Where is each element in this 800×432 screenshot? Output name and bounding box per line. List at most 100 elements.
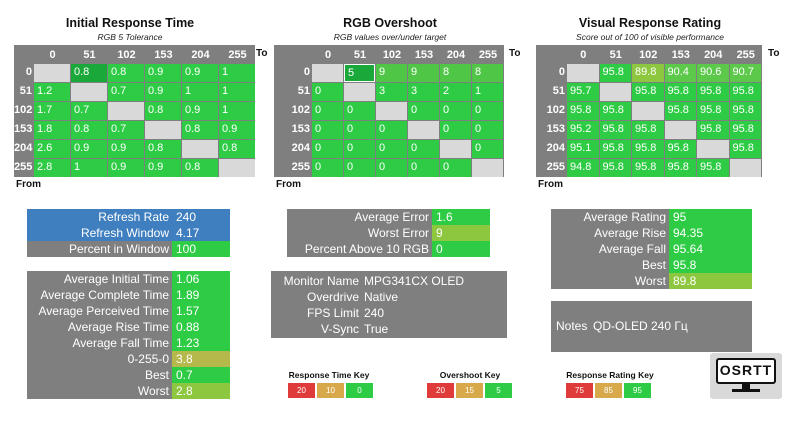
summary-row: FPS Limit 240 <box>271 305 507 321</box>
matrix-cell: 90.7 <box>729 64 761 82</box>
summary-value: Native <box>364 290 399 304</box>
matrix-cell: 0 <box>472 140 503 158</box>
summary-row: Average Error 1.6 <box>287 209 490 225</box>
osrtt-logo: OSRTT <box>710 353 782 399</box>
row-header: 102 <box>546 104 565 116</box>
row-header: 102 <box>14 104 33 116</box>
overshoot-key-tan: 15 <box>456 383 483 398</box>
empty-cell <box>599 83 631 101</box>
row-header: 204 <box>546 142 565 154</box>
response-time-key-title: Response Time Key <box>288 370 370 380</box>
matrix-cell: 0 <box>376 121 407 139</box>
matrix-cell: 0.8 <box>145 140 181 158</box>
row-header: 51 <box>297 85 310 97</box>
matrix-cell: 95.8 <box>697 121 729 139</box>
matrix-cell: 95.8 <box>599 64 631 82</box>
summary-label: Worst <box>634 274 666 288</box>
column-header: 255 <box>228 49 247 61</box>
summary-label: Refresh Rate <box>98 210 169 224</box>
column-header: 204 <box>704 49 723 61</box>
notes-label: Notes <box>556 319 588 333</box>
summary-label: Worst <box>137 384 169 398</box>
matrix-cell: 8 <box>472 64 503 82</box>
matrix-cell: 95.8 <box>599 140 631 158</box>
to-label: To <box>768 48 780 59</box>
summary-value: 240 <box>364 306 385 320</box>
summary-row: Worst Error 9 <box>287 225 490 241</box>
matrix-cell: 0.9 <box>145 83 181 101</box>
matrix-cell: 0.8 <box>145 102 181 120</box>
summary-value: 100 <box>172 241 230 257</box>
summary-value: 240 <box>172 209 230 225</box>
row-header: 51 <box>552 85 565 97</box>
empty-cell <box>567 64 599 82</box>
from-label: From <box>276 179 301 190</box>
matrix-cell: 0 <box>344 102 375 120</box>
rating-key-green: 95 <box>624 383 651 398</box>
row-header: 204 <box>14 142 33 154</box>
summary-value: 4.17 <box>172 225 230 241</box>
matrix-cell: 0.8 <box>71 64 107 82</box>
matrix-cell: 0 <box>472 121 503 139</box>
summary-value: 1.06 <box>172 271 230 287</box>
empty-cell <box>632 102 664 120</box>
matrix-cell: 95.8 <box>697 83 729 101</box>
matrix-cell: 0 <box>344 121 375 139</box>
matrix-cell: 0 <box>440 121 471 139</box>
rating-summary-panel: Average Rating 95 Average Rise 94.35 Average… <box>551 209 752 289</box>
summary-value: 95.8 <box>669 257 752 273</box>
summary-label: Refresh Window <box>80 226 169 240</box>
matrix-cell: 0 <box>312 140 343 158</box>
matrix-cell: 1.8 <box>34 121 70 139</box>
summary-row: Average Initial Time 1.06 <box>27 271 230 287</box>
column-header: 102 <box>382 49 402 61</box>
matrix-subtitle-overshoot: RGB values over/under target <box>333 32 447 42</box>
matrix-cell: 95.8 <box>567 102 599 120</box>
column-header: 153 <box>671 49 690 61</box>
column-header: 102 <box>117 49 136 61</box>
matrix-cell: 0.8 <box>71 121 107 139</box>
matrix-cell: 0.9 <box>219 121 255 139</box>
matrix-title-rating: Visual Response Rating <box>578 16 722 30</box>
summary-label: Average Rise <box>594 226 666 240</box>
matrix-cell: 90.4 <box>664 64 696 82</box>
matrix-cell: 1.7 <box>34 102 70 120</box>
column-header: 255 <box>478 49 498 61</box>
summary-row: Average Rise 94.35 <box>551 225 752 241</box>
summary-label: Worst Error <box>367 226 429 240</box>
summary-value: 2.8 <box>172 383 230 399</box>
row-header: 153 <box>14 123 33 135</box>
matrix-cell: 0 <box>312 83 343 101</box>
rating-key-title: Response Rating Key <box>566 370 654 380</box>
overshoot-key-red: 20 <box>427 383 454 398</box>
summary-row: Worst 89.8 <box>551 273 752 289</box>
matrix-cell: 95.8 <box>729 102 761 120</box>
summary-row: Worst 2.8 <box>27 383 230 399</box>
empty-cell <box>729 159 761 177</box>
matrix-cell: 0.8 <box>182 121 218 139</box>
matrix-cell: 95.7 <box>567 83 599 101</box>
empty-cell <box>219 159 255 177</box>
summary-label: Average Fall Time <box>72 336 170 350</box>
notes-panel: Notes QD-OLED 240 Гц <box>551 301 752 352</box>
matrix-cell: 0.8 <box>182 159 218 177</box>
column-header: 255 <box>736 49 755 61</box>
matrix-cell: 94.8 <box>567 159 599 177</box>
matrix-cell: 95.8 <box>599 102 631 120</box>
matrix-cell: 95.8 <box>599 121 631 139</box>
summary-row: Refresh Window 4.17 <box>27 225 230 241</box>
empty-cell <box>34 64 70 82</box>
empty-cell <box>376 102 407 120</box>
summary-value: 0 <box>432 241 490 257</box>
monitor-info-panel: Monitor Name MPG341CX OLED Overdrive Native… <box>271 271 507 338</box>
to-label: To <box>256 48 268 59</box>
empty-cell <box>344 83 375 101</box>
summary-label: Average Initial Time <box>63 272 169 286</box>
matrix-cell: 2 <box>440 83 471 101</box>
matrix-cell: 95.8 <box>664 83 696 101</box>
summary-label: 0-255-0 <box>127 352 169 366</box>
summary-value: 1.89 <box>172 287 230 303</box>
summary-row: Average Fall Time 1.23 <box>27 335 230 351</box>
overshoot-key-title: Overshoot Key <box>439 370 501 380</box>
from-label: From <box>16 179 41 190</box>
